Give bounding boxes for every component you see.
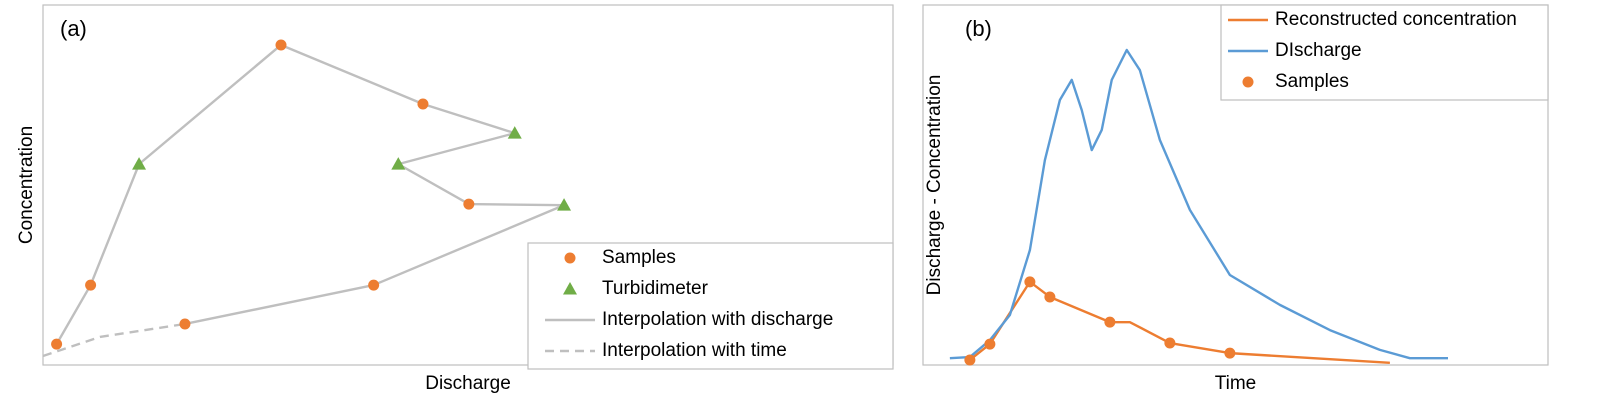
legend-label: Samples [602,247,676,268]
legend-label: Turbidimeter [602,278,709,299]
data-point [1164,337,1176,349]
legend-label: Interpolation with time [602,340,787,361]
legend-label: Interpolation with discharge [602,309,833,330]
legend-label: DIscharge [1275,40,1362,61]
data-point [132,157,147,170]
data-point [179,318,191,330]
panel-title: (a) [60,16,87,41]
x-axis-label: Time [1215,373,1257,394]
legend-label: Samples [1275,71,1349,92]
panel-title: (b) [965,16,992,41]
data-point [557,198,572,211]
y-axis-label: Discharge - Concentration [924,75,945,296]
data-point [51,338,63,350]
legend-symbol [563,282,577,295]
x-axis-label: Discharge [425,373,511,394]
legend-symbol [564,252,576,264]
data-point [964,354,976,366]
data-point [1224,347,1236,359]
data-point [275,39,287,51]
plot-frame [42,4,894,366]
data-point [85,279,97,291]
y-axis-label: Concentration [16,126,37,244]
data-point [391,157,406,170]
data-point [463,198,475,210]
data-point [984,338,996,350]
series-line [55,43,566,345]
data-point [1104,316,1116,328]
data-point [507,126,522,139]
series-line [949,48,1448,360]
data-point [1044,291,1056,303]
legend-symbol [1242,76,1254,88]
legend-box [1220,4,1549,101]
legend-box [527,242,894,370]
series-line [42,322,186,358]
series-line [969,280,1390,365]
data-point [368,279,380,291]
data-point [1024,276,1036,288]
legend-label: Reconstructed concentration [1275,9,1517,30]
data-point [417,98,429,110]
